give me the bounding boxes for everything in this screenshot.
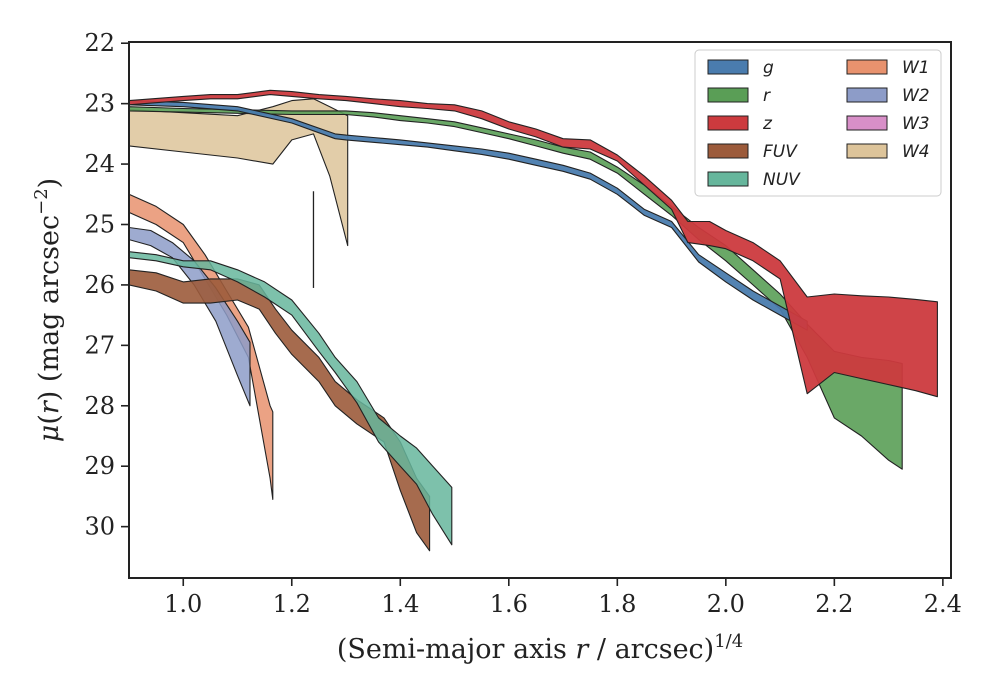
x-tick-label: 1.2 — [273, 590, 311, 618]
legend-label-z: z — [762, 114, 773, 134]
y-tick-label: 29 — [84, 452, 115, 480]
legend-label-w4: W4 — [902, 142, 930, 162]
y-tick-label: 24 — [84, 150, 115, 178]
band-nuv — [129, 251, 453, 546]
y-tick-label: 23 — [84, 90, 115, 118]
x-axis-label: (Semi-major axis r / arcsec)1/4 — [337, 631, 743, 665]
legend-swatch-w2 — [846, 87, 888, 103]
y-tick-label: 22 — [84, 29, 115, 57]
x-tick-label: 2.4 — [924, 590, 962, 618]
x-tick-label: 1.6 — [490, 590, 528, 618]
band-z — [129, 89, 938, 398]
legend-swatch-g — [707, 59, 749, 75]
legend-box — [694, 49, 942, 197]
legend-swatch-nuv — [707, 171, 749, 187]
legend-label-fuv: FUV — [763, 142, 798, 162]
plot-frame — [128, 41, 952, 579]
y-tick-label: 27 — [84, 331, 115, 359]
legend-swatch-z — [707, 115, 749, 131]
y-tick-label: 25 — [84, 210, 115, 238]
band-fuv — [129, 269, 431, 552]
y-tick-label: 26 — [84, 271, 115, 299]
y-tick-label: 28 — [84, 392, 115, 420]
legend-swatch-w1 — [846, 59, 888, 75]
legend: grz FUV NUV W1 W2 W3 W4 — [694, 49, 942, 197]
legend-swatch-r — [707, 87, 749, 103]
legend-label-nuv: NUV — [763, 170, 801, 190]
legend-label-g: g — [763, 58, 774, 78]
legend-label-r: r — [763, 86, 771, 106]
axes-layer: 1.0 1.2 1.4 1.6 1.8 2.0 2.2 2.4 22 23 24 25 26 27 28 29… — [84, 29, 961, 618]
y-tick-label: 30 — [84, 513, 115, 541]
x-tick-label: 1.8 — [598, 590, 636, 618]
axis-labels: μ(r) (mag arcsec−2) (Semi-major axis r /… — [31, 178, 743, 665]
legend-swatch-fuv — [707, 143, 749, 159]
legend-label-w1: W1 — [902, 58, 930, 78]
x-tick-label: 2.0 — [707, 590, 745, 618]
legend-swatch-w3 — [846, 115, 888, 131]
legend-label-w3: W3 — [902, 114, 930, 134]
legend-swatch-w4 — [846, 143, 888, 159]
y-axis-label: μ(r) (mag arcsec−2) — [31, 178, 65, 442]
x-tick-label: 1.0 — [164, 590, 202, 618]
band-r — [129, 106, 903, 470]
legend-label-w2: W2 — [902, 86, 930, 106]
x-tick-label: 1.4 — [381, 590, 419, 618]
x-tick-label: 2.2 — [815, 590, 853, 618]
series-layer — [129, 89, 938, 552]
